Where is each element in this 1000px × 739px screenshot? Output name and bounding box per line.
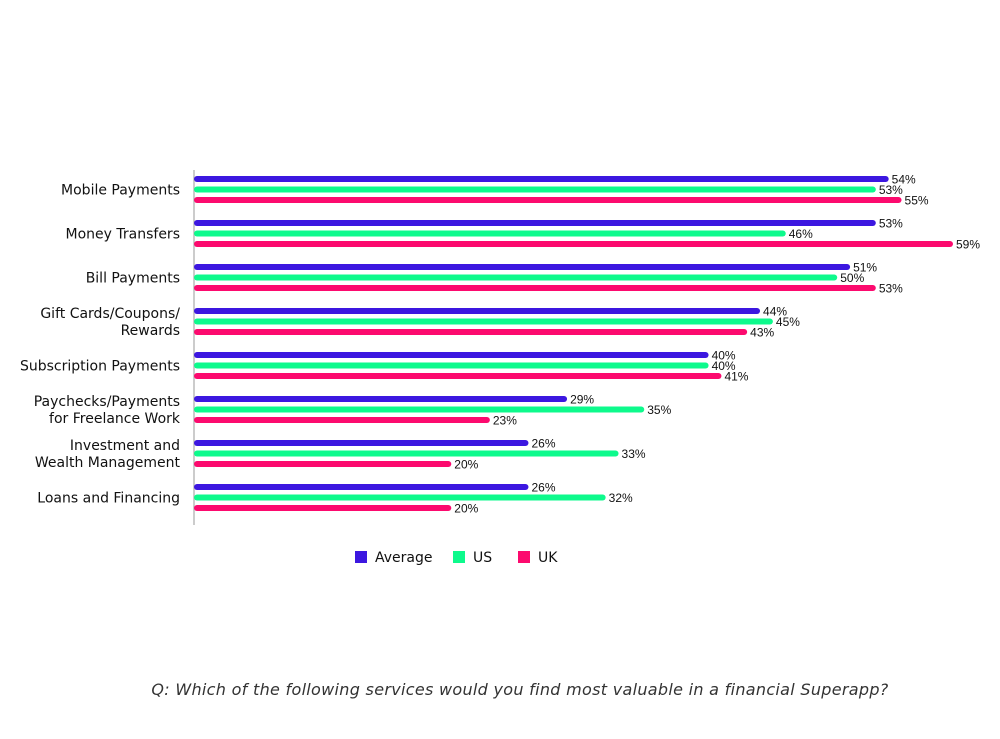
data-label: 20% <box>454 458 478 472</box>
bar-us <box>194 186 876 193</box>
data-label: 20% <box>454 502 478 516</box>
bar-uk <box>194 329 748 335</box>
legend-label: US <box>473 550 492 566</box>
bar-uk <box>194 417 490 423</box>
legend-swatch-average <box>355 551 367 563</box>
data-label: 45% <box>776 315 800 329</box>
bar-us <box>194 274 838 281</box>
data-label: 53% <box>879 217 903 231</box>
category-label: Subscription Payments <box>20 359 180 375</box>
bar-average <box>194 396 568 402</box>
category-label: Loans and Financing <box>37 491 180 507</box>
bar-uk <box>194 285 876 291</box>
bar-us <box>194 406 645 413</box>
category-label: Gift Cards/Coupons/Rewards <box>40 306 180 339</box>
data-label: 29% <box>570 393 594 407</box>
bar-us <box>194 494 606 501</box>
category-label: Money Transfers <box>66 227 180 243</box>
survey-question: Q: Which of the following services would… <box>151 680 889 699</box>
data-label: 46% <box>789 227 813 241</box>
bar-us <box>194 230 786 237</box>
data-label: 51% <box>853 261 877 275</box>
category-label: Investment and Wealth Management <box>35 438 181 471</box>
data-label: 53% <box>879 282 903 296</box>
data-label: 43% <box>750 326 774 340</box>
data-label: 40% <box>712 349 736 363</box>
data-label: 26% <box>531 437 555 451</box>
legend-label: UK <box>538 550 558 566</box>
bar-average <box>194 220 876 226</box>
bar-average <box>194 264 851 270</box>
bar-uk <box>194 373 722 379</box>
bar-us <box>194 362 709 369</box>
data-label: 50% <box>840 271 864 285</box>
data-label: 55% <box>905 194 929 208</box>
legend-label: Average <box>375 550 433 566</box>
data-label: 54% <box>892 173 916 187</box>
bar-average <box>194 308 761 314</box>
bar-uk <box>194 461 452 467</box>
bar-uk <box>194 505 452 511</box>
data-label: 41% <box>724 370 748 384</box>
category-label: Paychecks/Payments for Freelance Work <box>34 394 181 427</box>
bar-uk <box>194 197 902 203</box>
data-label: 59% <box>956 238 980 252</box>
bar-us <box>194 318 773 325</box>
bar-uk <box>194 241 953 247</box>
legend-swatch-us <box>453 551 465 563</box>
bar-average <box>194 440 529 446</box>
category-label: Bill Payments <box>86 271 180 287</box>
data-label: 23% <box>493 414 517 428</box>
bar-average <box>194 484 529 490</box>
bar-average <box>194 352 709 358</box>
bar-us <box>194 450 619 457</box>
data-label: 44% <box>763 305 787 319</box>
data-label: 53% <box>879 183 903 197</box>
legend-swatch-uk <box>518 551 530 563</box>
data-label: 32% <box>609 491 633 505</box>
bar-average <box>194 176 889 182</box>
data-label: 35% <box>647 403 671 417</box>
data-label: 40% <box>712 359 736 373</box>
data-label: 26% <box>531 481 555 495</box>
data-label: 33% <box>622 447 646 461</box>
category-label: Mobile Payments <box>61 183 180 199</box>
